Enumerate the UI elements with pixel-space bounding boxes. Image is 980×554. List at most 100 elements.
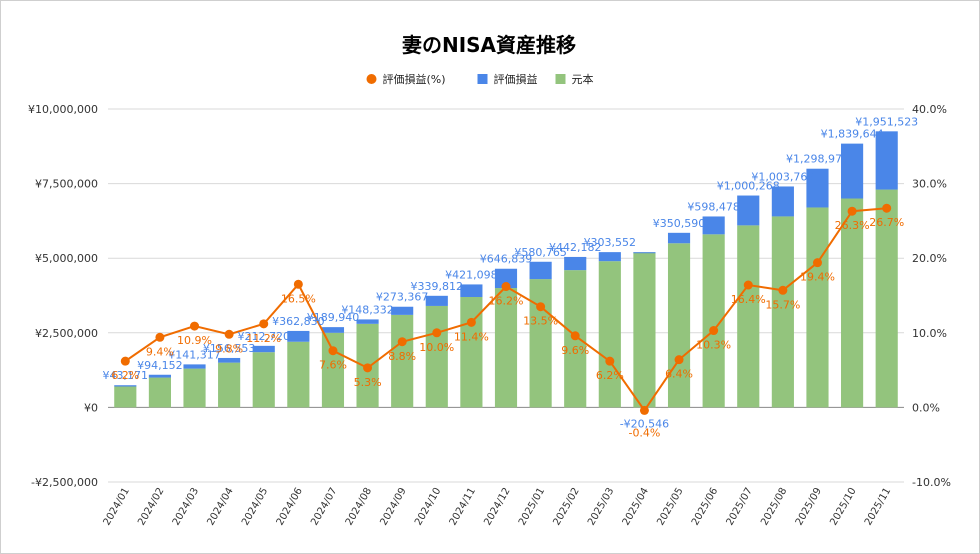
x-tick-label: 2025/06 — [690, 486, 720, 527]
bar-principal — [494, 288, 518, 408]
bar-gain — [702, 216, 725, 235]
line-point — [293, 279, 303, 289]
bar-value-label: ¥1,003,769 — [751, 170, 814, 183]
bar-value-label: ¥189,940 — [307, 311, 360, 324]
left-axis: -¥2,500,000 ¥0 ¥2,500,000 ¥5,000,000 ¥7,500,… — [28, 103, 98, 489]
bar-value-label: ¥94,152 — [137, 359, 183, 372]
x-tick-label: 2024/08 — [344, 486, 374, 527]
bar-value-label: -¥20,546 — [620, 417, 669, 430]
line-point — [120, 356, 130, 366]
bar-gain — [875, 131, 898, 190]
right-tick-label: 20.0% — [912, 252, 947, 265]
line-point — [847, 206, 857, 216]
gridlines — [108, 108, 904, 483]
bar-gain — [806, 168, 829, 208]
line-point — [328, 346, 338, 356]
left-tick-label: ¥5,000,000 — [35, 252, 98, 265]
x-tick-label: 2025/05 — [655, 486, 685, 527]
bar-gain — [252, 345, 275, 353]
line-point — [674, 355, 684, 365]
line-value-label: 9.4% — [146, 345, 174, 358]
chart-title: 妻のNISA資産推移 — [402, 33, 576, 57]
line-value-label: 9.6% — [561, 344, 589, 357]
bar-gain — [183, 364, 206, 369]
line-value-label: 9.8% — [215, 342, 243, 355]
bar-value-label: ¥339,812 — [411, 280, 464, 293]
bar-value-label: ¥156,553 — [203, 342, 256, 355]
bar-principal — [737, 225, 760, 408]
x-tick-label: 2024/11 — [448, 486, 478, 527]
x-tick-label: 2024/01 — [102, 486, 132, 527]
line-value-label: 26.7% — [869, 216, 904, 229]
x-tick-label: 2025/10 — [828, 486, 858, 527]
bar-principal — [875, 189, 898, 408]
line-point — [605, 356, 615, 366]
bar-gain — [148, 374, 171, 378]
line-point — [432, 328, 442, 338]
line-series — [120, 203, 892, 415]
right-tick-label: 30.0% — [912, 178, 947, 191]
line-value-label: 16.2% — [489, 295, 524, 308]
right-tick-label: 10.0% — [912, 327, 947, 340]
line-point — [190, 321, 200, 331]
bar-principal — [529, 279, 552, 408]
line-value-label: 26.3% — [835, 219, 870, 232]
bar-principal — [598, 261, 621, 408]
line-point — [259, 319, 269, 329]
bar-principal — [425, 305, 448, 408]
line-value-label: 11.4% — [454, 330, 489, 343]
bar-gain — [529, 261, 552, 280]
line-value-label: 16.4% — [731, 293, 766, 306]
bars — [114, 131, 898, 408]
x-tick-label: 2024/02 — [136, 486, 166, 527]
line-point — [363, 363, 373, 373]
bar-principal — [633, 252, 656, 408]
bar-value-label: ¥350,590 — [653, 217, 706, 230]
legend-label: 評価損益 — [494, 72, 538, 86]
line-value-label: 7.6% — [319, 359, 347, 372]
bar-value-label: ¥43,171 — [103, 369, 149, 382]
bar-gain — [218, 357, 241, 363]
bar-principal — [806, 207, 829, 408]
bar-gain — [564, 256, 587, 271]
bar-value-label: ¥273,367 — [376, 291, 429, 304]
line-value-label: 13.5% — [523, 315, 558, 328]
bar-gain — [460, 284, 483, 297]
x-tick-label: 2025/02 — [552, 486, 582, 527]
line-value-label: 11.2% — [246, 332, 281, 345]
legend-marker-circle — [366, 74, 377, 84]
left-tick-label: ¥7,500,000 — [35, 178, 98, 191]
x-tick-label: 2025/01 — [517, 486, 547, 527]
x-tick-label: 2025/03 — [586, 486, 616, 527]
line-value-label: 10.0% — [419, 341, 454, 354]
line-labels: 6.2%9.4%10.9%9.8%11.2%16.5%7.6%5.3%8.8%1… — [111, 216, 904, 439]
line-point — [466, 317, 476, 327]
bar-principal — [252, 352, 275, 408]
bar-value-label: ¥1,298,975 — [786, 153, 849, 166]
bar-value-label: ¥421,098 — [445, 268, 498, 281]
left-tick-label: ¥0 — [84, 401, 98, 414]
left-tick-label: ¥10,000,000 — [28, 103, 98, 116]
bar-principal — [667, 243, 691, 408]
bar-gain — [114, 385, 137, 387]
bar-value-label: ¥303,552 — [584, 236, 637, 249]
line-point — [224, 329, 234, 339]
bar-principal — [702, 234, 725, 408]
x-tick-label: 2025/08 — [759, 486, 789, 527]
bar-value-label: ¥1,000,268 — [717, 180, 780, 193]
line-value-label: -0.4% — [628, 426, 660, 439]
right-tick-label: 0.0% — [912, 401, 940, 414]
right-tick-label: -10.0% — [912, 476, 951, 489]
legend-label: 評価損益(%) — [383, 72, 446, 86]
bar-principal — [841, 198, 864, 408]
x-tick-label: 2024/05 — [240, 486, 270, 527]
bar-gain — [494, 268, 518, 289]
line-point — [882, 203, 892, 213]
line-value-label: 15.7% — [765, 298, 800, 311]
line-value-label: 6.2% — [111, 369, 139, 382]
x-axis: 2024/01 2024/02 2024/03 2024/04 2024/05 2024/… — [102, 486, 894, 527]
legend: 評価損益(%) 評価損益 元本 — [366, 72, 594, 86]
line-value-label: 19.4% — [800, 271, 835, 284]
bar-gain — [287, 330, 310, 342]
line-point — [709, 326, 719, 336]
